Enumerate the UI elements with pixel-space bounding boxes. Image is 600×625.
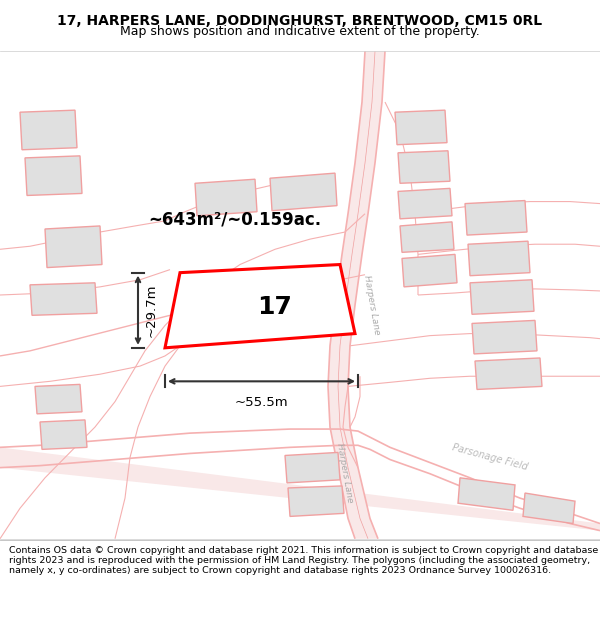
Polygon shape (475, 358, 542, 389)
Polygon shape (40, 420, 87, 449)
Polygon shape (328, 51, 385, 539)
Polygon shape (270, 173, 337, 211)
Text: 17: 17 (257, 295, 292, 319)
Polygon shape (45, 226, 102, 268)
Polygon shape (25, 156, 82, 196)
Polygon shape (400, 222, 454, 253)
Polygon shape (30, 282, 97, 315)
Text: Contains OS data © Crown copyright and database right 2021. This information is : Contains OS data © Crown copyright and d… (9, 546, 598, 576)
Text: ~643m²/~0.159ac.: ~643m²/~0.159ac. (148, 211, 322, 229)
Polygon shape (402, 254, 457, 287)
Text: Harpers Lane: Harpers Lane (335, 442, 355, 503)
Polygon shape (285, 452, 340, 483)
Polygon shape (468, 241, 530, 276)
Polygon shape (465, 201, 527, 235)
Polygon shape (35, 384, 82, 414)
Polygon shape (523, 493, 575, 524)
Polygon shape (165, 264, 355, 348)
Polygon shape (472, 321, 537, 354)
Polygon shape (398, 151, 450, 183)
Text: ~55.5m: ~55.5m (235, 396, 289, 409)
Polygon shape (255, 266, 307, 303)
Polygon shape (288, 486, 344, 516)
Text: Harpers Lane: Harpers Lane (362, 274, 382, 336)
Text: Map shows position and indicative extent of the property.: Map shows position and indicative extent… (120, 25, 480, 38)
Polygon shape (458, 478, 515, 510)
Polygon shape (0, 448, 600, 531)
Polygon shape (20, 110, 77, 150)
Text: Parsonage Field: Parsonage Field (451, 442, 529, 472)
Text: ~29.7m: ~29.7m (145, 284, 158, 337)
Polygon shape (470, 280, 534, 314)
Text: 17, HARPERS LANE, DODDINGHURST, BRENTWOOD, CM15 0RL: 17, HARPERS LANE, DODDINGHURST, BRENTWOO… (58, 14, 542, 28)
Polygon shape (395, 110, 447, 144)
Polygon shape (195, 179, 257, 216)
Polygon shape (195, 272, 247, 306)
Polygon shape (398, 188, 452, 219)
